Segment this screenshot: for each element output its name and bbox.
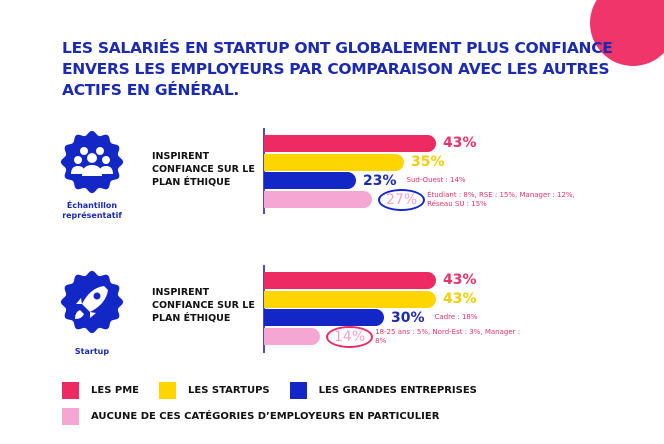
data-label: 43%: [443, 135, 477, 152]
bar-group-representatif: 43% 35% 23% Sud-Ouest : 14% 27% Étudiant : 8%…: [264, 134, 577, 211]
legend-swatch: [62, 382, 79, 399]
legend-label: LES GRANDES ENTREPRISES: [318, 385, 477, 396]
bar-row: 27% Étudiant : 8%, RSE : 15%, Manager : 1…: [264, 188, 577, 211]
bar-row: 23% Sud-Ouest : 14%: [264, 172, 577, 191]
annotation: Étudiant : 8%, RSE : 15%, Manager : 12%,…: [427, 190, 575, 208]
legend-label: LES PME: [91, 385, 139, 396]
people-group-icon: [60, 130, 124, 194]
data-label: 43%: [443, 272, 477, 289]
group-label: Startup: [74, 347, 110, 356]
bar-row: 43%: [264, 290, 585, 309]
legend-row: LES PME LES STARTUPS LES GRANDES ENTREPR…: [62, 382, 497, 399]
data-label: 27%: [377, 188, 426, 211]
legend-item-startups: LES STARTUPS: [159, 382, 270, 399]
data-label: 35%: [411, 154, 445, 171]
question-label: INSPIRENT CONFIANCE SUR LE PLAN ÉTHIQUE: [152, 151, 255, 188]
legend-item-grandes: LES GRANDES ENTREPRISES: [289, 382, 477, 399]
bar: [264, 191, 372, 209]
page-title: LES SALARIÉS EN STARTUP ONT GLOBALEMENT …: [62, 39, 613, 99]
bar: [264, 134, 436, 152]
bar: [264, 172, 356, 190]
annotation: Sud-Ouest : 14%: [406, 176, 466, 185]
bar: [264, 309, 384, 327]
bar-row: 35%: [264, 153, 577, 172]
bar-row: 43%: [264, 271, 585, 290]
legend-swatch: [159, 382, 176, 399]
bar-row: 14% 18-25 ans : 5%, Nord-Est : 3%, Manage…: [264, 325, 585, 348]
data-label: 43%: [443, 291, 477, 308]
legend-row: AUCUNE DE CES CATÉGORIES D’EMPLOYEURS EN…: [62, 408, 459, 425]
bar: [264, 271, 436, 289]
bar: [264, 328, 320, 346]
bar-group-startup: 43% 43% 30% Cadre : 18% 14% 18-25 ans : 5%, N…: [264, 271, 585, 348]
data-label: 14%: [325, 325, 374, 348]
annotation: 18-25 ans : 5%, Nord-Est : 3%, Manager :…: [375, 327, 521, 345]
annotation: Cadre : 18%: [434, 313, 478, 322]
bar: [264, 153, 404, 171]
bar-row: 43%: [264, 134, 577, 153]
data-label: 30%: [391, 309, 425, 326]
bar: [264, 290, 436, 308]
legend-label: LES STARTUPS: [188, 385, 270, 396]
data-label: 23%: [363, 172, 397, 189]
question-label: INSPIRENT CONFIANCE SUR LE PLAN ÉTHIQUE: [152, 287, 255, 324]
group-label: Échantillon représentatif: [62, 201, 122, 220]
legend-label: AUCUNE DE CES CATÉGORIES D’EMPLOYEURS EN…: [91, 411, 440, 422]
rocket-icon: [60, 270, 124, 334]
legend-swatch: [289, 382, 307, 399]
axis-line: [263, 265, 265, 353]
legend-item-aucune: AUCUNE DE CES CATÉGORIES D’EMPLOYEURS EN…: [62, 408, 439, 425]
legend-item-pme: LES PME: [62, 382, 139, 399]
bar-row: 30% Cadre : 18%: [264, 309, 585, 328]
axis-line: [263, 128, 265, 214]
legend-swatch: [62, 408, 79, 425]
